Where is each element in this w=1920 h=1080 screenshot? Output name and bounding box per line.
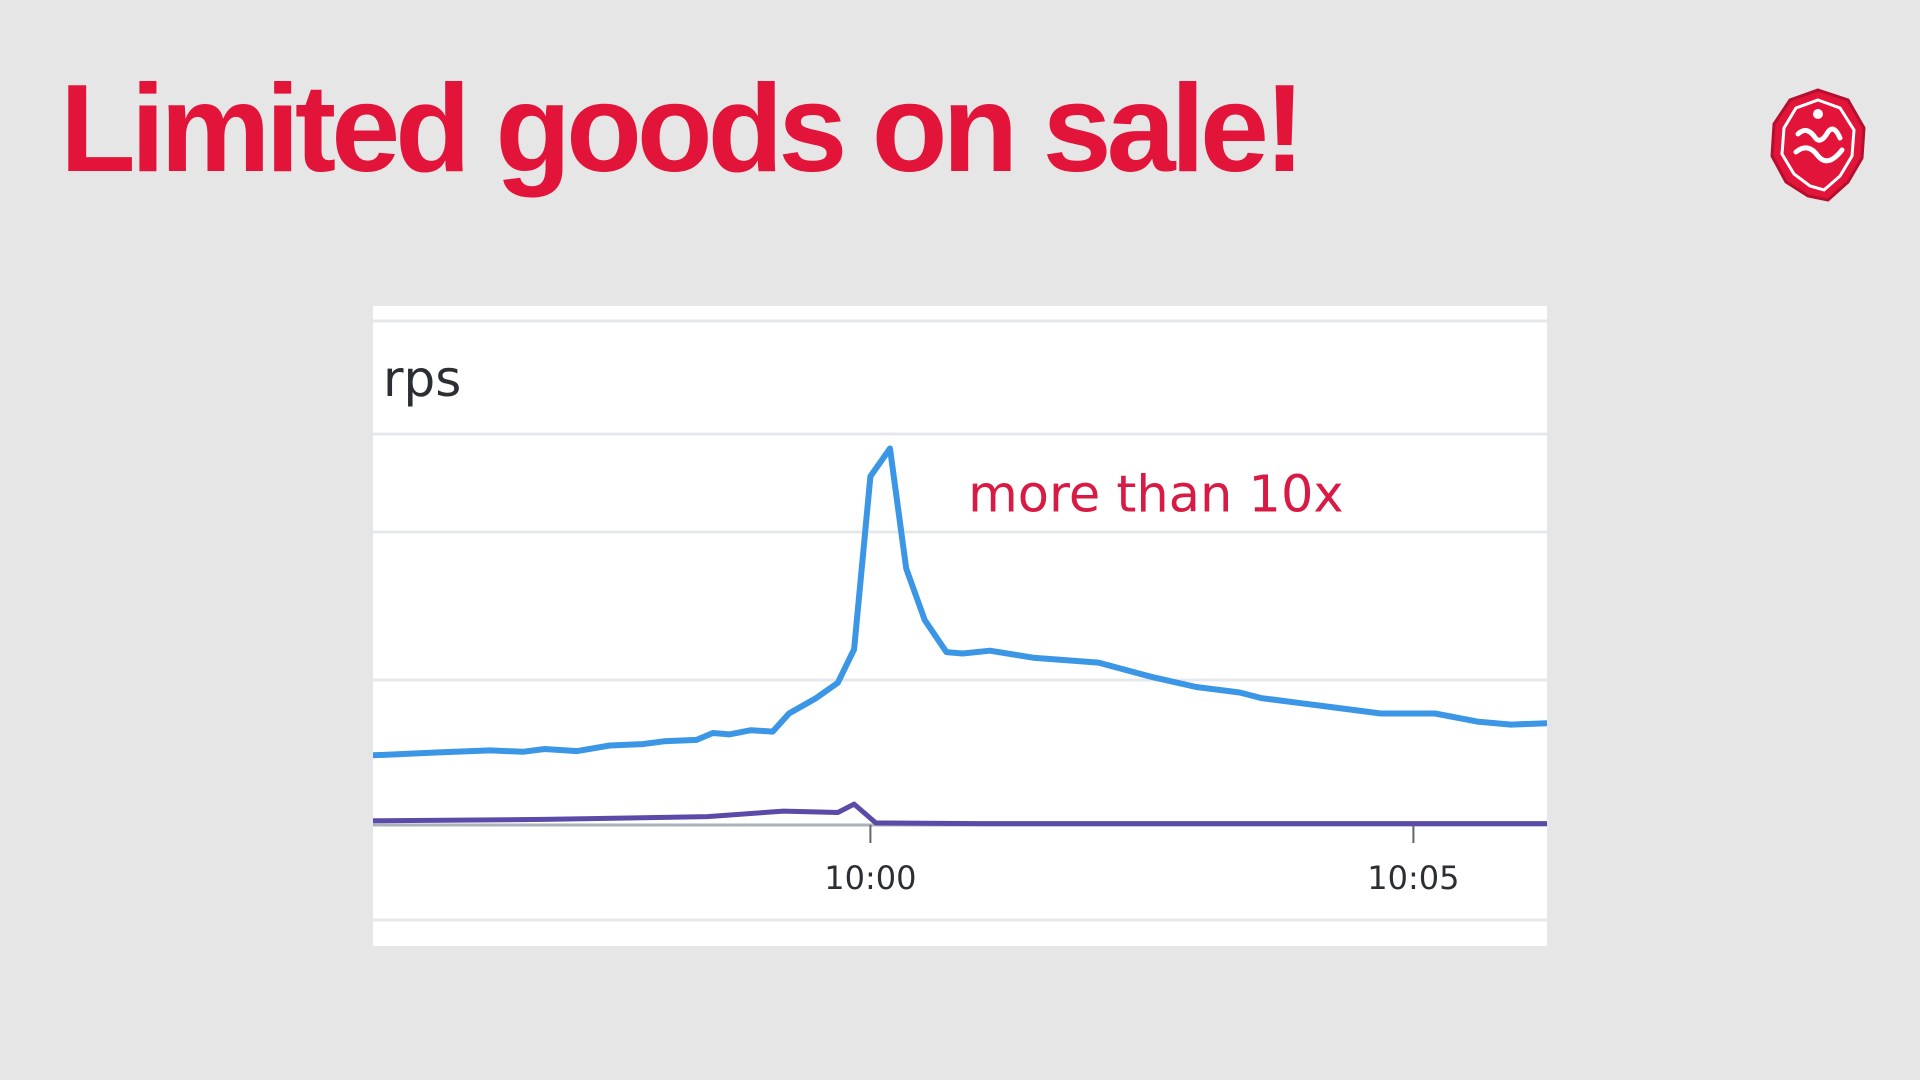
slide-title: Limited goods on sale!	[60, 60, 1305, 198]
rps-chart-panel: rps 10:00 10:05 more than 10x	[373, 306, 1547, 946]
series-line-1	[373, 445, 1547, 759]
chart-annotation: more than 10x	[968, 465, 1344, 524]
conference-logo-icon	[1768, 86, 1868, 204]
x-axis-ticks: 10:00 10:05	[824, 825, 1460, 897]
chart-series	[373, 445, 1547, 827]
x-tick-label: 10:05	[1367, 859, 1459, 897]
series-line-2	[373, 801, 1547, 827]
rps-line-chart: rps 10:00 10:05 more than 10x	[373, 319, 1547, 922]
y-axis-unit-label: rps	[383, 350, 461, 408]
x-tick-label: 10:00	[824, 859, 916, 897]
chart-grid	[373, 319, 1547, 922]
